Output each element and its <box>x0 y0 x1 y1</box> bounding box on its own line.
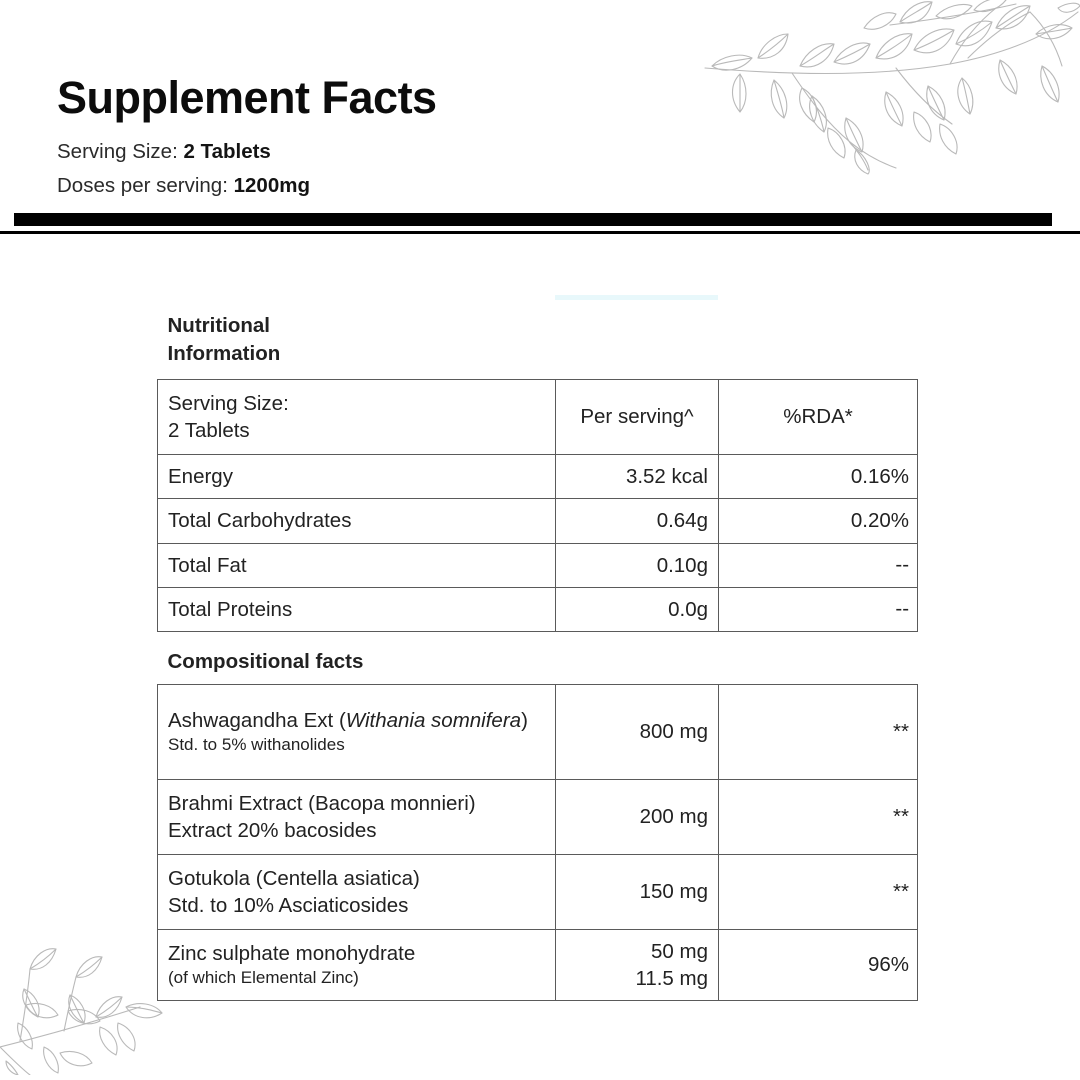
page-title: Supplement Facts <box>57 72 437 123</box>
divider-bar-thin <box>0 231 1080 234</box>
row-name: Total Proteins <box>157 586 556 632</box>
row-name: Ashwagandha Ext (Withania somnifera) Std… <box>157 683 556 780</box>
row-rda: -- <box>717 542 919 588</box>
row-amount: 200 mg <box>555 778 719 855</box>
ingredient-name-suffix: ) <box>521 708 528 732</box>
ingredient-name-line2: Std. to 10% Asciaticosides <box>168 893 409 917</box>
row-amount-line1: 50 mg <box>651 939 708 963</box>
table-row: Total Proteins 0.0g -- <box>157 586 919 632</box>
serving-size-label: Serving Size: <box>57 140 178 164</box>
nutrition-title-line1: Nutritional <box>167 314 271 337</box>
rda-column-header: %RDA* <box>717 379 919 456</box>
table-row: Energy 3.52 kcal 0.16% <box>157 454 919 500</box>
row-amount-line2: 11.5 mg <box>635 966 708 990</box>
compositional-table-title: Compositional facts <box>157 641 918 685</box>
nutrition-title-line2: Information <box>167 341 281 365</box>
row-rda: ** <box>718 778 918 855</box>
divider-bar-thick <box>14 213 1052 226</box>
ingredient-name-line2: (of which Elemental Zinc) <box>168 968 359 988</box>
row-rda: 96% <box>718 928 918 1001</box>
nutrition-table-title: Nutritional Information <box>157 300 918 380</box>
ingredient-standardization: Std. to 5% withanolides <box>168 734 345 754</box>
table-row: Zinc sulphate monohydrate (of which Elem… <box>157 928 918 1001</box>
serving-size-cell: Serving Size: 2 Tablets <box>157 379 556 456</box>
compositional-facts-table: Compositional facts Ashwagandha Ext (Wit… <box>157 641 918 1001</box>
doses-label: Doses per serving: <box>57 174 228 198</box>
serving-size-cell-line1: Serving Size: <box>168 392 289 416</box>
row-per-serving: 0.0g <box>555 586 719 632</box>
table-row: Ashwagandha Ext (Withania somnifera) Std… <box>157 683 918 780</box>
row-amount: 150 mg <box>555 853 719 930</box>
row-per-serving: 0.10g <box>555 542 719 588</box>
ingredient-name-line1: Brahmi Extract (Bacopa monnieri) <box>168 791 476 815</box>
ingredient-name-line2: Extract 20% bacosides <box>168 818 377 842</box>
ingredient-name-line1: Gotukola (Centella asiatica) <box>168 866 420 890</box>
row-rda: ** <box>718 853 918 930</box>
row-name: Energy <box>157 454 556 500</box>
row-name: Gotukola (Centella asiatica) Std. to 10%… <box>157 853 556 930</box>
ingredient-scientific-name: Withania somnifera <box>345 708 522 732</box>
table-header-row: Compositional facts <box>157 641 918 685</box>
row-name: Brahmi Extract (Bacopa monnieri) Extract… <box>157 778 556 855</box>
serving-size-value: 2 Tablets <box>183 140 271 164</box>
doses-value: 1200mg <box>233 174 310 198</box>
row-amount: 800 mg <box>555 683 719 780</box>
row-rda: -- <box>717 586 919 632</box>
row-rda: 0.16% <box>717 454 919 500</box>
column-header-row: Serving Size: 2 Tablets Per serving^ %RD… <box>157 379 919 456</box>
ingredient-name-prefix: Ashwagandha Ext ( <box>168 708 346 732</box>
header-highlight-strip <box>555 295 718 301</box>
row-name: Zinc sulphate monohydrate (of which Elem… <box>157 928 556 1001</box>
row-per-serving: 3.52 kcal <box>555 454 719 500</box>
row-rda: 0.20% <box>717 498 919 544</box>
table-row: Brahmi Extract (Bacopa monnieri) Extract… <box>157 778 918 855</box>
row-name: Total Carbohydrates <box>157 498 556 544</box>
ingredient-name-line1: Zinc sulphate monohydrate <box>168 942 416 966</box>
leaf-branch-top-right <box>700 0 1080 180</box>
table-row: Total Carbohydrates 0.64g 0.20% <box>157 498 919 544</box>
table-header-row: Nutritional Information <box>157 300 918 380</box>
supplement-facts-header: Supplement Facts Serving Size: 2 Tablets… <box>57 74 757 203</box>
table-row: Gotukola (Centella asiatica) Std. to 10%… <box>157 853 918 930</box>
row-per-serving: 0.64g <box>555 498 719 544</box>
doses-per-serving-line: Doses per serving: 1200mg <box>57 169 757 203</box>
row-amount: 50 mg 11.5 mg <box>555 928 719 1001</box>
serving-size-cell-line2: 2 Tablets <box>168 419 250 443</box>
row-rda: ** <box>718 683 918 780</box>
nutritional-information-table: Nutritional Information Serving Size: 2 … <box>157 300 919 632</box>
serving-size-line: Serving Size: 2 Tablets <box>57 135 757 169</box>
table-row: Total Fat 0.10g -- <box>157 542 919 588</box>
row-name: Total Fat <box>157 542 556 588</box>
per-serving-column-header: Per serving^ <box>555 379 719 456</box>
